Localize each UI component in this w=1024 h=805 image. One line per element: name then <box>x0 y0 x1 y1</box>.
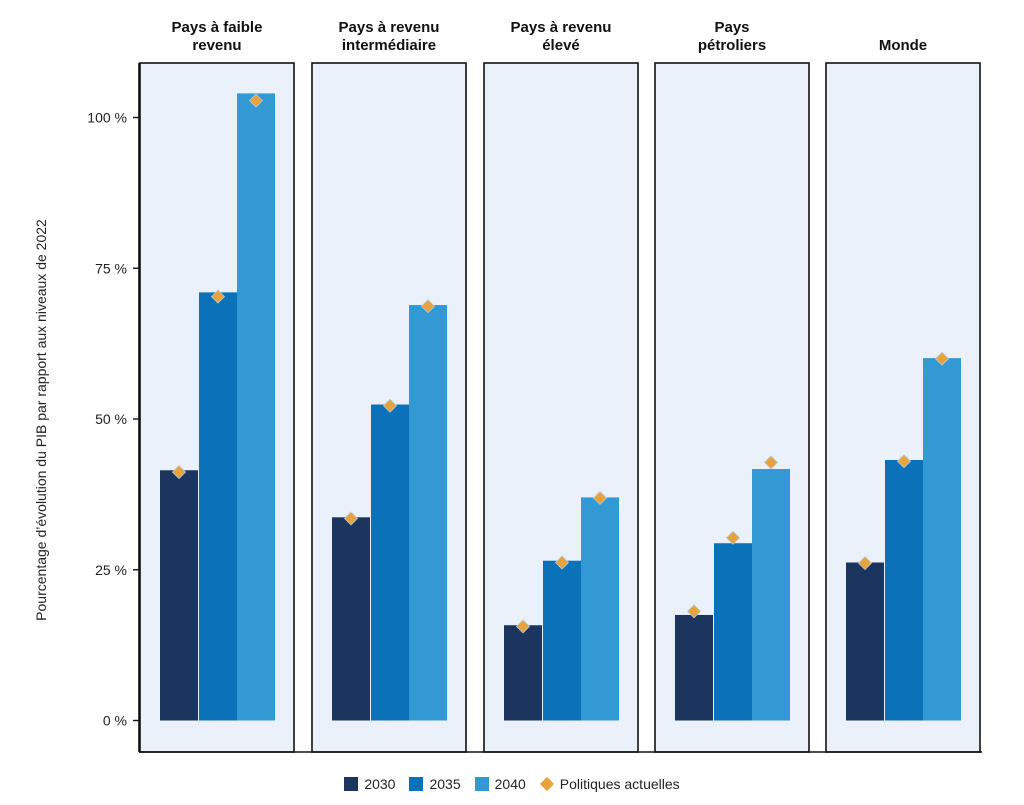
bar-2040 <box>409 305 447 721</box>
y-axis-title: Pourcentage d’évolution du PIB par rappo… <box>33 219 49 621</box>
marker-current-policies <box>686 604 702 619</box>
bar-2035 <box>885 460 923 721</box>
marker-current-policies <box>343 511 359 526</box>
panel-title: Monde <box>879 37 927 54</box>
marker-current-policies <box>248 93 264 108</box>
legend-swatch-2040 <box>474 777 489 791</box>
marker-current-policies <box>592 490 608 506</box>
marker-current-policies <box>171 464 187 480</box>
marker-current-policies <box>857 556 873 571</box>
bar-2040 <box>581 497 619 721</box>
panel-title: intermédiaire <box>342 37 436 54</box>
bar-2035 <box>371 404 409 721</box>
y-tick-label: 75 % <box>95 260 127 276</box>
legend-swatch-2035 <box>409 777 424 791</box>
bar-2030 <box>160 470 198 721</box>
legend: 2030 2035 2040 Politiques actuelles <box>0 772 1024 796</box>
legend-item-2030: 2030 <box>344 776 395 792</box>
bar-2030 <box>846 562 884 721</box>
bar-2030 <box>332 517 370 721</box>
bar-2035 <box>199 292 237 721</box>
marker-current-policies <box>210 289 226 304</box>
bar-2035 <box>543 560 581 721</box>
bar-2040 <box>237 93 275 721</box>
marker-current-policies <box>382 398 398 413</box>
legend-item-2035: 2035 <box>409 776 461 792</box>
bar-2040 <box>752 469 790 721</box>
panel-title: Pays <box>714 19 749 36</box>
marker-current-policies <box>934 351 950 366</box>
panel-title: Pays à revenu <box>511 19 612 36</box>
panel-title: Pays à revenu <box>339 19 440 36</box>
y-tick-label: 25 % <box>95 562 127 578</box>
legend-label-current-policies: Politiques actuelles <box>559 776 680 792</box>
marker-current-policies <box>896 454 912 469</box>
panel-title: revenu <box>192 37 241 54</box>
legend-item-current-policies: Politiques actuelles <box>539 776 680 792</box>
y-tick-label: 0 % <box>103 713 127 729</box>
legend-label-2035: 2035 <box>429 776 461 792</box>
bar-2030 <box>504 625 542 721</box>
legend-diamond-icon <box>539 776 554 792</box>
panel-title: Pays à faible <box>172 19 263 36</box>
marker-current-policies <box>515 619 531 634</box>
legend-item-2040: 2040 <box>474 776 526 792</box>
y-tick-label: 100 % <box>87 110 127 126</box>
bar-2040 <box>923 358 961 721</box>
y-tick-label: 50 % <box>95 411 127 427</box>
marker-current-policies <box>420 299 436 314</box>
panel-title: pétroliers <box>698 37 766 54</box>
bar-2035 <box>714 543 752 721</box>
panel-title: élevé <box>542 37 580 54</box>
marker-current-policies <box>554 555 570 570</box>
legend-label-2040: 2040 <box>494 776 526 792</box>
marker-current-policies <box>725 530 741 545</box>
legend-label-2030: 2030 <box>364 776 396 792</box>
bar-2030 <box>675 614 713 721</box>
legend-swatch-2030 <box>344 777 359 791</box>
marker-current-policies <box>763 455 779 470</box>
